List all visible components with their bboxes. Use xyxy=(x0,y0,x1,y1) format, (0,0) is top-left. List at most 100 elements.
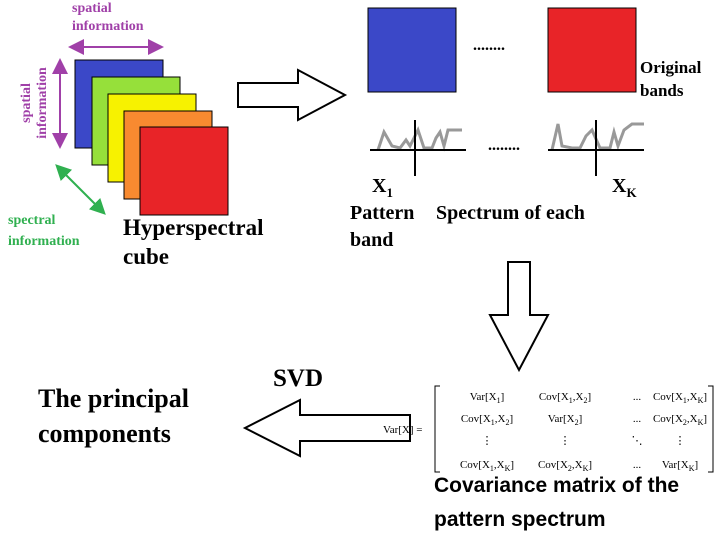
caption: pattern spectrum xyxy=(434,508,606,531)
subscript: K xyxy=(583,464,589,473)
cell-text: ] xyxy=(695,459,699,471)
matrix-cell: ⋮ xyxy=(482,435,493,447)
arrow-right xyxy=(237,68,348,122)
subscript: 2 xyxy=(505,418,509,427)
subscript: 2 xyxy=(568,464,572,473)
matrix-cell: ⋮ xyxy=(675,435,686,447)
band-square xyxy=(547,7,637,93)
subscript: 1 xyxy=(490,464,494,473)
cell-text: ,X xyxy=(494,459,505,471)
cell-text: Cov[X xyxy=(460,459,490,471)
cell-text: Cov[X xyxy=(653,391,683,403)
cube-label: cube xyxy=(123,244,169,269)
matrix-cell: ... xyxy=(633,459,642,471)
pattern-label: Pattern xyxy=(350,202,414,224)
cell-text: ] xyxy=(703,391,707,403)
x-label: X1 xyxy=(372,175,393,200)
subscript: 1 xyxy=(683,396,687,405)
matrix-cell: ... xyxy=(633,391,642,403)
arrow-down xyxy=(488,261,550,373)
cell-text: ,X xyxy=(572,459,583,471)
matrix-cell: ... xyxy=(633,413,642,425)
subscript: 1 xyxy=(491,418,495,427)
subscript: 1 xyxy=(497,396,501,405)
spectral-label: spectral xyxy=(8,213,56,228)
bracket xyxy=(708,385,714,473)
cell-text: Cov[X xyxy=(653,413,683,425)
cell-text: ,X xyxy=(687,413,698,425)
cell-text: ... xyxy=(633,413,642,425)
cell-text: ] xyxy=(509,413,513,425)
cell-text: ⋱ xyxy=(632,435,643,447)
subscript: K xyxy=(505,464,511,473)
subscript: 2 xyxy=(583,396,587,405)
x-sub: K xyxy=(626,185,637,200)
cell-text: ] xyxy=(510,459,514,471)
matrix-cell: Var[X1] xyxy=(470,391,505,405)
cell-text: Var[X xyxy=(548,413,575,425)
cell-text: Cov[X xyxy=(538,459,568,471)
matrix-cell: Cov[X1,XK] xyxy=(460,459,514,473)
principal-label: components xyxy=(38,419,171,448)
matrix-cell: Cov[X2,XK] xyxy=(653,413,707,427)
subscript: K xyxy=(689,464,695,473)
spatial-label: information xyxy=(72,19,144,34)
subscript: K xyxy=(698,396,704,405)
matrix-cell: Var[X2] xyxy=(548,413,583,427)
cell-text: ⋮ xyxy=(482,435,493,447)
matrix-cell: Cov[X1,XK] xyxy=(653,391,707,405)
original-label: Original xyxy=(640,58,702,77)
cell-text: ] xyxy=(703,413,707,425)
x-base: X xyxy=(612,175,627,197)
spectral-arrow xyxy=(55,164,106,215)
subscript: 2 xyxy=(575,418,579,427)
matrix-cell: ⋱ xyxy=(632,435,643,447)
cell-text: Var[X xyxy=(470,391,497,403)
subscript: 1 xyxy=(569,396,573,405)
principal-label: The principal xyxy=(38,384,189,413)
cell-text: ⋮ xyxy=(675,435,686,447)
band-label: band xyxy=(350,229,393,251)
cell-text: Cov[X xyxy=(461,413,491,425)
spatial-label: information xyxy=(35,67,50,139)
cell-text: ... xyxy=(633,391,642,403)
cell-text: ... xyxy=(633,459,642,471)
x-sub: 1 xyxy=(386,185,393,200)
cell-text: ,X xyxy=(687,391,698,403)
subscript: K xyxy=(698,418,704,427)
cell-text: ,X xyxy=(495,413,506,425)
matrix-cell: Cov[X2,XK] xyxy=(538,459,592,473)
bracket xyxy=(434,385,440,473)
spectral-label: information xyxy=(8,234,80,249)
matrix-lhs: Var[X] = xyxy=(383,424,423,436)
cell-text: ] xyxy=(501,391,505,403)
cell-text: ⋮ xyxy=(560,435,571,447)
cell-text: ] xyxy=(579,413,583,425)
cell-text: ] xyxy=(588,459,592,471)
matrix-cell: Var[XK] xyxy=(662,459,698,473)
subscript: 2 xyxy=(683,418,687,427)
dots: ........ xyxy=(488,137,520,154)
dots: ........ xyxy=(473,37,505,54)
cell-text: ,X xyxy=(573,391,584,403)
cube-label: Hyperspectral xyxy=(123,215,264,240)
spectrum-plot xyxy=(370,120,644,176)
cell-text: Var[X xyxy=(662,459,689,471)
matrix: Var[X1] Cov[X1,X2]... Cov[X1,XK]Cov[X1,X2]… xyxy=(460,391,707,473)
spectrum-label: Spectrum of each xyxy=(436,202,585,224)
arrow-left xyxy=(242,398,411,458)
matrix-cell: Cov[X1,X2] xyxy=(539,391,591,405)
cell-text: ] xyxy=(587,391,591,403)
cube-stack xyxy=(74,59,229,216)
caption: Covariance matrix of the xyxy=(434,474,679,497)
svd-label: SVD xyxy=(273,365,323,392)
x-label: XK xyxy=(612,175,637,200)
x-base: X xyxy=(372,175,387,197)
matrix-cell: Cov[X1,X2] xyxy=(461,413,513,427)
spatial-label: spatial xyxy=(19,83,34,123)
cell-text: Cov[X xyxy=(539,391,569,403)
band-square xyxy=(367,7,457,93)
spatial-label: spatial xyxy=(72,1,112,16)
matrix-cell: ⋮ xyxy=(560,435,571,447)
